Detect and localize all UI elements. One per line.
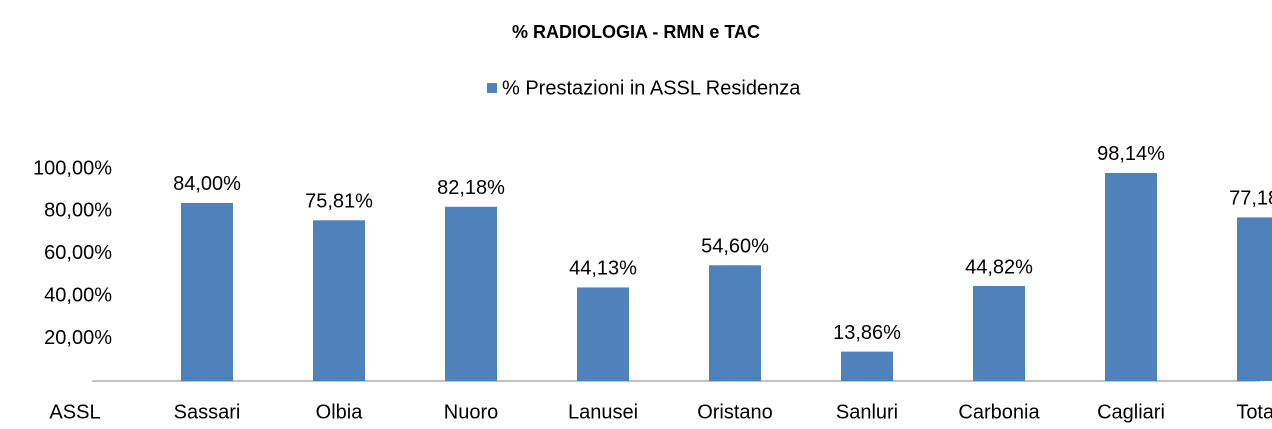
bar [709, 265, 761, 381]
y-tick-label: 80,00% [44, 200, 112, 222]
data-label: 54,60% [701, 236, 769, 258]
data-label: 44,13% [569, 258, 637, 280]
x-tick-label: ASSL [49, 401, 100, 423]
y-tick-label: 60,00% [44, 242, 112, 264]
bar [1105, 172, 1157, 381]
data-label: 13,86% [833, 322, 901, 344]
data-label: 98,14% [1097, 143, 1165, 165]
x-tick-label: Totale [1236, 401, 1272, 423]
legend-swatch [487, 83, 497, 93]
bar [445, 206, 497, 381]
x-tick-label: Oristano [697, 401, 773, 423]
x-tick-label: Nuoro [444, 401, 498, 423]
bar [313, 220, 365, 381]
bar [841, 351, 893, 381]
bar [577, 287, 629, 381]
chart-title: % RADIOLOGIA - RMN e TAC [512, 22, 760, 42]
y-tick-label: 40,00% [44, 284, 112, 306]
x-tick-label: Carbonia [958, 401, 1040, 423]
x-tick-label: Sassari [174, 401, 241, 423]
x-tick-label: Lanusei [568, 401, 638, 423]
data-label: 84,00% [173, 173, 241, 195]
bar [181, 202, 233, 381]
x-tick-label: Olbia [316, 401, 364, 423]
y-tick-label: 20,00% [44, 327, 112, 349]
data-label: 44,82% [965, 256, 1033, 278]
data-label: 82,18% [437, 177, 505, 199]
bar [973, 285, 1025, 381]
x-tick-label: Sanluri [836, 401, 898, 423]
data-label: 77,18% [1229, 188, 1272, 210]
bar [1237, 217, 1272, 381]
x-tick-label: Cagliari [1097, 401, 1165, 423]
y-tick-label: 100,00% [33, 157, 112, 179]
data-label: 75,81% [305, 191, 373, 213]
legend-label: % Prestazioni in ASSL Residenza [502, 77, 801, 99]
